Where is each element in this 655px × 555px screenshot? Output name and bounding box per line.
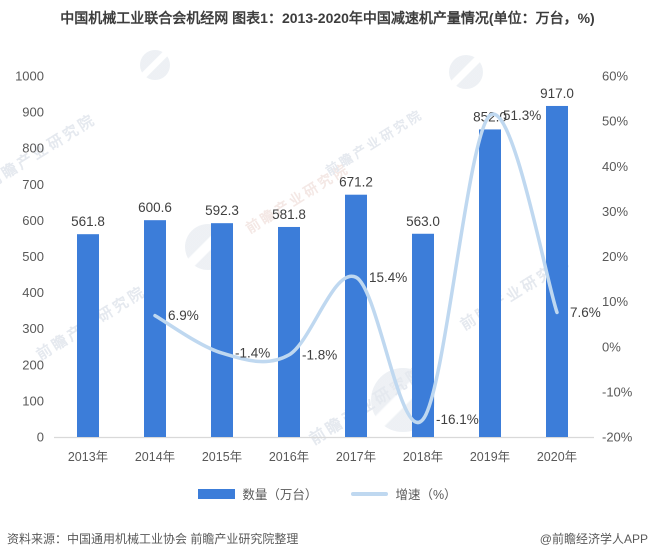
line-series-swatch xyxy=(351,491,389,496)
x-axis-label: 2019年 xyxy=(470,450,510,464)
bar-value-label: 561.8 xyxy=(71,214,105,229)
bar-value-label: 671.2 xyxy=(339,175,373,190)
y-axis-left-tick: 0 xyxy=(37,430,44,445)
brand-credit: @前瞻经济学人APP xyxy=(539,532,648,546)
legend-label-growth: 增速（%） xyxy=(395,488,457,502)
line-value-label: 6.9% xyxy=(168,308,199,323)
legend-item-quantity: 数量（万台） xyxy=(198,484,317,503)
x-axis-label: 2020年 xyxy=(537,450,577,464)
x-axis-label: 2018年 xyxy=(403,450,443,464)
footer: 资料来源：中国通用机械工业协会 前瞻产业研究院整理 @前瞻经济学人APP xyxy=(0,530,655,547)
bar-value-label: 563.0 xyxy=(406,214,440,229)
bar-2017年 xyxy=(345,194,367,437)
line-value-label: -16.1% xyxy=(436,412,479,427)
line-value-label: 7.6% xyxy=(570,305,601,320)
y-axis-right-tick: 10% xyxy=(602,294,628,309)
y-axis-left-tick: 1000 xyxy=(15,69,44,84)
bar-value-label: 592.3 xyxy=(205,203,239,218)
bar-value-label: 600.6 xyxy=(138,200,172,215)
source-note: 资料来源：中国通用机械工业协会 前瞻产业研究院整理 xyxy=(7,532,299,546)
chart-title: 中国机械工业联合会机经网 图表1：2013-2020年中国减速机产量情况(单位：… xyxy=(60,10,595,26)
line-value-label: 51.3% xyxy=(503,108,541,123)
bar-2015年 xyxy=(211,223,233,437)
y-axis-right-tick: -10% xyxy=(602,384,633,399)
y-axis-right-tick: 30% xyxy=(602,204,628,219)
line-value-label: 15.4% xyxy=(369,270,407,285)
x-axis-label: 2013年 xyxy=(68,450,108,464)
y-axis-left-tick: 600 xyxy=(22,213,44,228)
bar-value-label: 917.0 xyxy=(540,86,574,101)
y-axis-right-tick: 20% xyxy=(602,249,628,264)
y-axis-left-tick: 800 xyxy=(22,141,44,156)
x-axis-label: 2015年 xyxy=(202,450,242,464)
bar-2019年 xyxy=(479,129,501,438)
line-value-label: -1.8% xyxy=(302,347,337,362)
y-axis-left-tick: 500 xyxy=(22,249,44,264)
bar-2013年 xyxy=(77,234,99,437)
bar-2016年 xyxy=(278,226,300,437)
bar-series-swatch xyxy=(198,488,236,499)
y-axis-right-tick: 40% xyxy=(602,159,628,174)
x-axis-label: 2014年 xyxy=(135,450,175,464)
bar-2014年 xyxy=(144,220,166,437)
y-axis-left-tick: 300 xyxy=(22,321,44,336)
y-axis-left-tick: 400 xyxy=(22,285,44,300)
legend: 数量（万台） 增速（%） xyxy=(0,484,655,503)
y-axis-left-tick: 700 xyxy=(22,177,44,192)
legend-item-growth: 增速（%） xyxy=(351,484,457,503)
bar-value-label: 581.8 xyxy=(272,207,306,222)
line-value-label: -1.4% xyxy=(235,346,270,361)
y-axis-left-tick: 200 xyxy=(22,357,44,372)
y-axis-right-tick: 60% xyxy=(602,69,628,84)
legend-label-quantity: 数量（万台） xyxy=(242,488,318,502)
y-axis-left-tick: 900 xyxy=(22,105,44,120)
x-axis-label: 2016年 xyxy=(269,450,309,464)
bar-2020年 xyxy=(546,105,568,437)
x-axis-label: 2017年 xyxy=(336,450,376,464)
y-axis-right-tick: -20% xyxy=(602,430,633,445)
y-axis-left-tick: 100 xyxy=(22,393,44,408)
y-axis-right-tick: 50% xyxy=(602,114,628,129)
y-axis-right-tick: 0% xyxy=(602,339,621,354)
